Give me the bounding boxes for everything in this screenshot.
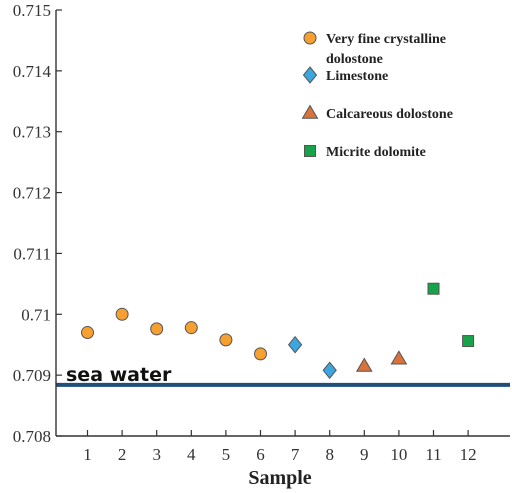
y-tick-label: 0.711 [13, 244, 51, 263]
y-tick-label: 0.714 [13, 62, 52, 81]
x-tick-label: 11 [425, 445, 441, 464]
x-tick-label: 2 [118, 445, 127, 464]
data-point-circle [115, 307, 129, 321]
y-tick-label: 0.713 [13, 123, 51, 142]
data-point-circle [219, 333, 233, 347]
x-tick-label: 7 [291, 445, 300, 464]
legend-label: dolostone [326, 52, 383, 67]
data-points-layer [81, 282, 475, 380]
legend-marker-triangle [301, 104, 319, 119]
sea-water-label: sea water [66, 364, 172, 386]
axes-layer [55, 10, 510, 437]
x-tick-label: 9 [360, 445, 369, 464]
x-tick-label: 5 [222, 445, 231, 464]
y-tick-label: 0.709 [13, 366, 51, 385]
ticks-layer: 0.715 0.714 0.713 0.712 0.711 0.71 0.709 0.708 1… [13, 1, 477, 464]
x-tick-label: 12 [460, 445, 477, 464]
data-point-diamond [322, 361, 337, 380]
x-tick-label: 6 [256, 445, 265, 464]
data-point-circle [184, 321, 198, 335]
legend: Very fine crystalline dolostone Limestone C… [301, 31, 453, 160]
data-point-diamond [287, 335, 303, 354]
y-tick-label: 0.708 [13, 427, 51, 446]
legend-marker-diamond [302, 66, 318, 84]
data-point-circle [150, 322, 164, 336]
x-tick-label: 8 [325, 445, 334, 464]
y-tick-label: 0.71 [21, 305, 51, 324]
legend-label: Calcareous dolostone [326, 107, 453, 122]
legend-label: Limestone [326, 69, 388, 84]
y-tick-label: 0.715 [13, 1, 51, 20]
x-tick-label: 3 [152, 445, 161, 464]
data-point-circle [81, 326, 94, 340]
data-point-square [427, 282, 440, 295]
legend-label: Very fine crystalline [326, 32, 446, 47]
legend-marker-circle [303, 31, 317, 45]
data-point-triangle [355, 357, 373, 372]
data-point-circle [254, 347, 267, 361]
x-tick-label: 10 [390, 445, 407, 464]
x-tick-label: 1 [83, 445, 92, 464]
data-point-triangle [390, 350, 408, 365]
x-tick-label: 4 [187, 445, 196, 464]
data-point-square [462, 335, 475, 348]
legend-label: Micrite dolomite [326, 145, 426, 160]
y-tick-label: 0.712 [13, 184, 51, 203]
legend-marker-square [304, 145, 316, 157]
x-axis-title: Sample [248, 467, 311, 489]
